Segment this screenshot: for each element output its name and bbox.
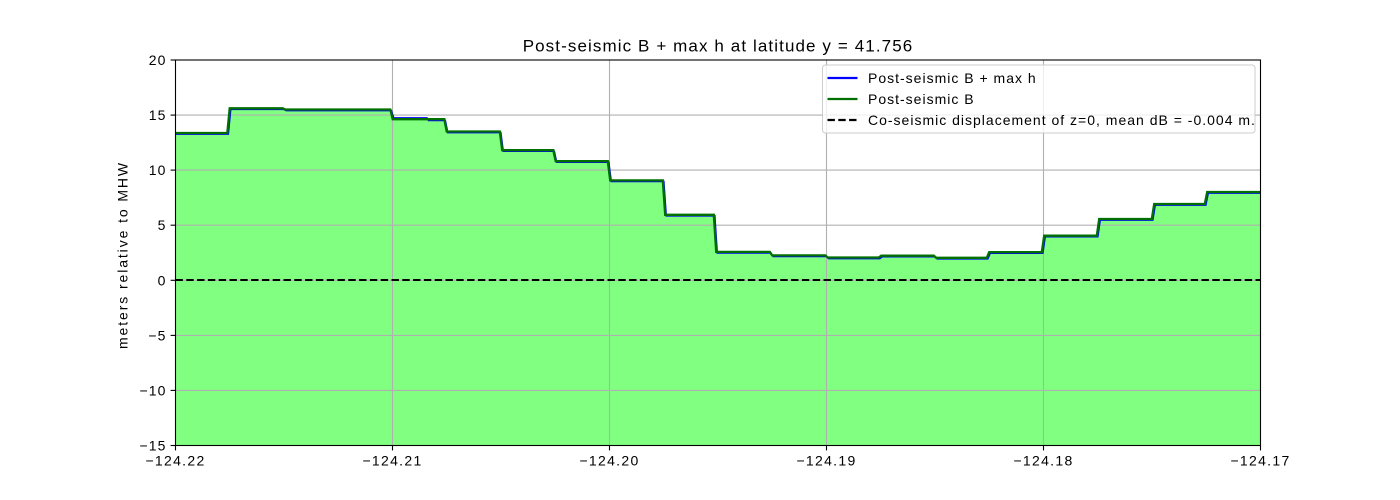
- svg-text:−124.20: −124.20: [579, 452, 639, 468]
- svg-text:0: 0: [158, 272, 167, 288]
- svg-text:Post-seismic B + max h at lati: Post-seismic B + max h at latitude y = 4…: [523, 37, 914, 56]
- svg-text:Co-seismic displacement of z=0: Co-seismic displacement of z=0, mean dB …: [868, 112, 1256, 128]
- svg-text:10: 10: [149, 162, 167, 178]
- svg-text:−124.17: −124.17: [1230, 452, 1290, 468]
- svg-text:−124.21: −124.21: [362, 452, 422, 468]
- svg-text:−124.18: −124.18: [1013, 452, 1073, 468]
- svg-text:20: 20: [149, 52, 167, 68]
- svg-text:−10: −10: [139, 382, 166, 398]
- svg-text:Post-seismic B + max h: Post-seismic B + max h: [868, 70, 1037, 86]
- svg-text:−124.22: −124.22: [145, 452, 205, 468]
- svg-text:Post-seismic B: Post-seismic B: [868, 91, 975, 107]
- svg-text:15: 15: [149, 107, 167, 123]
- svg-text:−124.19: −124.19: [796, 452, 856, 468]
- svg-text:meters relative to MHW: meters relative to MHW: [115, 161, 131, 349]
- svg-text:5: 5: [158, 217, 167, 233]
- svg-text:−15: −15: [139, 438, 166, 454]
- svg-text:−5: −5: [148, 327, 166, 343]
